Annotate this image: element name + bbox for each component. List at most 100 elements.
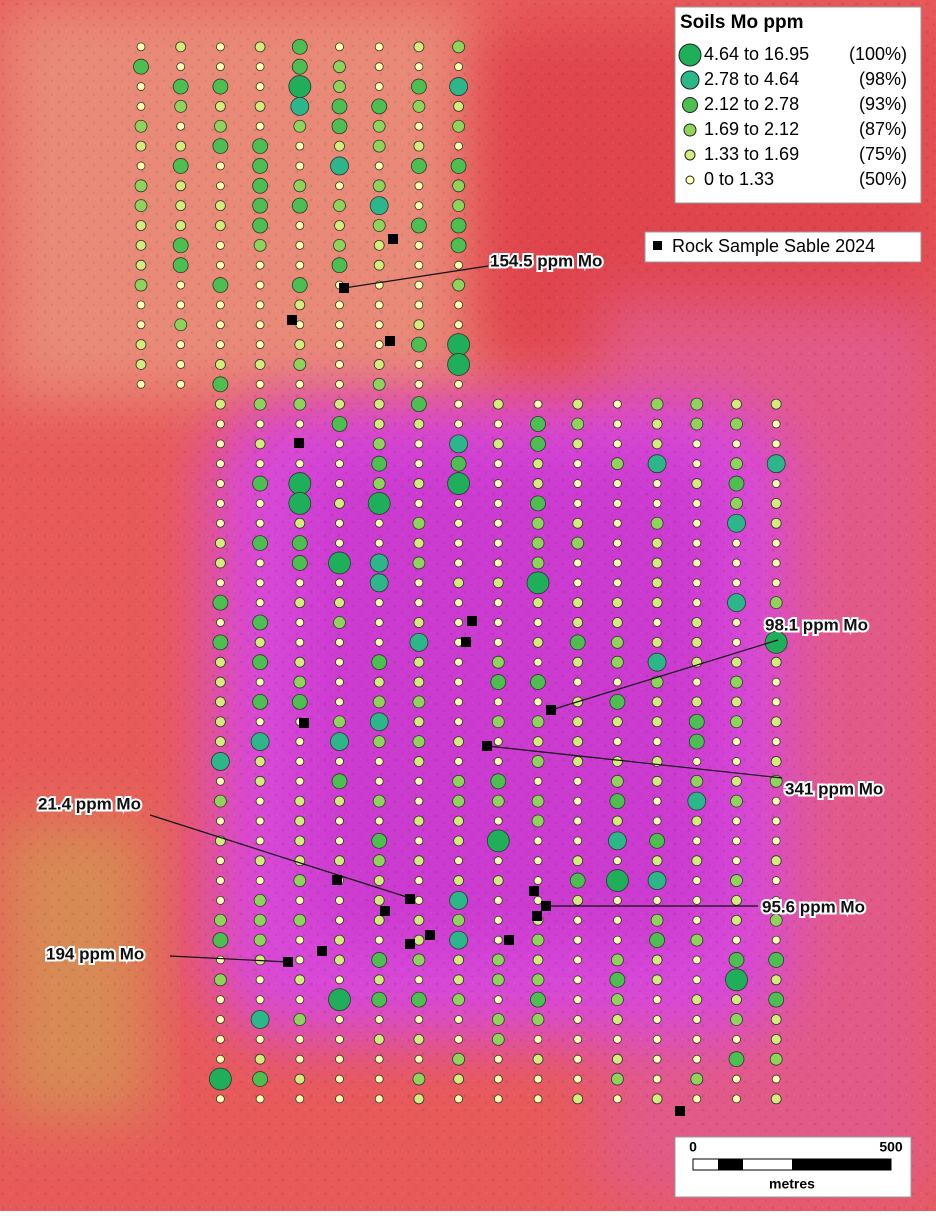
soil-sample (212, 376, 229, 393)
soil-sample (335, 697, 344, 707)
soil-sample (215, 995, 225, 1005)
soil-sample (692, 558, 702, 568)
soil-sample (414, 280, 424, 290)
soil-sample (215, 896, 225, 905)
soil-sample (573, 975, 583, 985)
soil-sample (212, 277, 229, 293)
soil-sample (372, 735, 386, 748)
soil-sample (372, 477, 386, 490)
soil-sample (692, 538, 702, 548)
soil-sample (295, 419, 305, 429)
soil-sample (652, 896, 662, 905)
soil-sample (764, 630, 788, 654)
soil-sample (453, 1073, 465, 1085)
soil-sample (769, 913, 783, 927)
soil-sample (572, 656, 584, 668)
soil-sample (215, 1094, 225, 1104)
annotation: 98.1 ppm Mo (765, 615, 868, 634)
soil-sample (493, 479, 503, 488)
soil-sample (335, 300, 344, 310)
soil-sample (447, 353, 471, 376)
soil-sample (176, 280, 186, 290)
soil-sample (771, 876, 781, 885)
soil-sample (214, 716, 226, 728)
legend-percent: (87%) (859, 119, 907, 139)
soil-sample (692, 677, 702, 687)
soil-sample (328, 551, 351, 575)
soil-sample (492, 398, 504, 410)
soil-sample (255, 320, 265, 330)
soil-sample (414, 62, 424, 72)
soil-sample (414, 360, 424, 369)
soil-sample (573, 498, 583, 508)
soil-sample (331, 118, 348, 135)
legend-range: 4.64 to 16.95 (704, 44, 809, 64)
soil-sample (255, 578, 265, 588)
soil-sample (449, 77, 469, 96)
soil-sample (374, 538, 384, 548)
soil-sample (452, 179, 466, 193)
soil-sample (330, 156, 349, 176)
legend-range: 1.69 to 2.12 (704, 119, 799, 139)
soil-sample (613, 538, 622, 548)
soil-sample (215, 260, 225, 270)
soil-sample (651, 636, 663, 648)
soil-sample (410, 78, 427, 95)
soil-sample (215, 816, 225, 826)
soil-sample (613, 915, 622, 925)
soil-sample (373, 974, 385, 986)
soil-sample (414, 459, 424, 469)
soil-sample (414, 439, 424, 449)
soil-sample (770, 1033, 782, 1045)
soil-sample (369, 553, 389, 573)
soil-sample (492, 577, 504, 589)
soil-sample (291, 277, 308, 293)
soil-sample (214, 676, 226, 688)
soil-sample (414, 260, 424, 270)
soil-sample (652, 1015, 662, 1024)
soil-sample (493, 1054, 503, 1064)
soil-sample (413, 140, 425, 152)
soil-sample (652, 1054, 662, 1064)
soil-sample (413, 716, 425, 728)
soil-sample (454, 141, 464, 151)
soil-sample (413, 617, 425, 628)
soil-sample (374, 757, 384, 766)
soil-sample (414, 896, 424, 905)
soil-sample (135, 359, 147, 370)
soil-sample (253, 894, 267, 907)
soil-sample (254, 1053, 266, 1065)
soil-sample (214, 359, 226, 370)
soil-sample (208, 1067, 232, 1091)
soil-sample (335, 439, 344, 449)
soil-sample (730, 675, 743, 689)
soil-sample (414, 498, 424, 508)
soil-sample (731, 398, 742, 410)
soil-sample (295, 161, 305, 171)
soil-sample (369, 712, 389, 732)
legend-box (674, 6, 922, 204)
soil-sample (493, 1094, 503, 1104)
soil-sample (449, 891, 469, 910)
soil-sample (214, 736, 226, 747)
soil-sample (573, 1015, 583, 1024)
soil-sample (414, 776, 424, 786)
soil-sample (692, 1034, 702, 1044)
soil-sample (732, 737, 741, 746)
soil-sample (294, 299, 306, 311)
soil-sample (688, 733, 705, 750)
soil-sample (732, 538, 741, 548)
soil-sample (649, 932, 665, 948)
soil-sample (727, 513, 746, 533)
soil-sample (613, 935, 622, 945)
soil-sample (215, 518, 225, 528)
rock-sample (385, 336, 395, 346)
soil-sample (492, 875, 504, 886)
soil-sample (134, 278, 148, 292)
soil-sample (252, 138, 269, 155)
soil-sample (252, 1071, 269, 1087)
soil-sample (413, 934, 425, 946)
soil-sample (410, 991, 427, 1008)
soil-sample (770, 1093, 782, 1105)
soil-sample (454, 1034, 464, 1044)
